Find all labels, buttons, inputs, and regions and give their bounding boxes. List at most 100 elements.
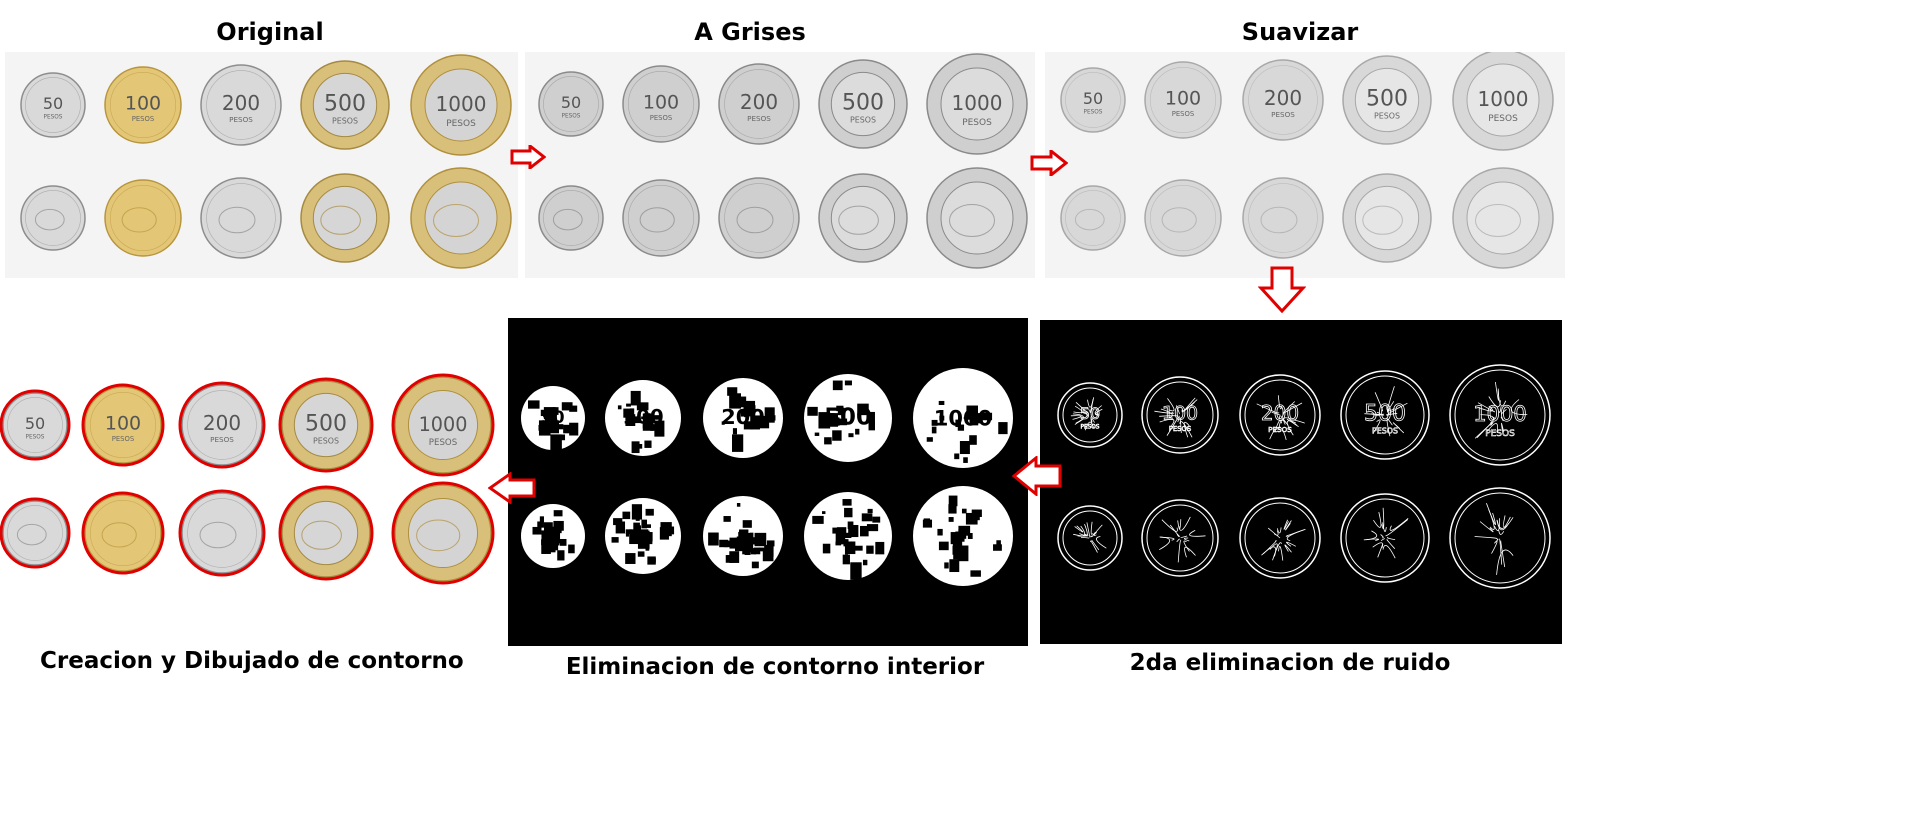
stage-interior: 50 100 200 500 1000 <box>508 318 1028 646</box>
coin-front-1000: 1000 PESOS <box>1452 52 1554 151</box>
coin-back-200 <box>1239 497 1321 579</box>
coin-value-label: 50 <box>25 414 45 433</box>
coin-value-label: 1000 <box>1473 402 1526 426</box>
coin-back-100 <box>605 498 681 574</box>
coin-unit-label: PESOS <box>1271 110 1295 119</box>
coin-back-50 <box>20 185 86 251</box>
stage-title-interior: Eliminacion de contorno interior <box>565 654 985 680</box>
coin-value-label: 1000 <box>436 92 487 116</box>
coin-value-label: 50 <box>561 93 581 112</box>
coin-value-label: 50 <box>1080 404 1100 423</box>
coin-unit-label: PESOS <box>650 114 672 122</box>
arrow-left-icon <box>488 472 536 504</box>
coin-unit-label: PESOS <box>112 435 134 443</box>
coin-unit-label: PESOS <box>26 434 45 440</box>
coin-unit-label: PESOS <box>210 435 234 444</box>
coin-unit-label: PESOS <box>962 118 992 128</box>
stage-contorno: 50 PESOS 100 PESOS 200 PESOS 500 PESOS 1000 PESOS <box>0 365 503 593</box>
coin-front-1000: 1000 PESOS <box>926 53 1028 155</box>
coin-unit-label: PESOS <box>1084 109 1103 115</box>
coin-back-50 <box>0 497 71 569</box>
coin-value-label: 100 <box>1165 88 1201 110</box>
coin-front-500: 500 <box>804 374 892 462</box>
coin-unit-label: PESOS <box>229 115 253 124</box>
coin-value-label: 500 <box>1364 401 1406 426</box>
coin-value-label: 1000 <box>934 407 992 431</box>
coin-unit-label: PESOS <box>132 115 154 123</box>
coin-back-1000 <box>391 481 495 585</box>
coin-unit-label: PESOS <box>850 115 876 124</box>
coin-back-1000 <box>1452 167 1554 269</box>
stage-ruido: 50 PESOS 100 PESOS 200 PESOS 500 PESOS 1000 PESOS <box>1040 320 1562 644</box>
coin-value-label: 500 <box>1366 86 1408 111</box>
coin-back-500 <box>804 492 892 580</box>
coin-unit-label: PESOS <box>562 113 581 119</box>
coin-value-label: 100 <box>622 406 663 429</box>
stage-title-grises: A Grises <box>694 18 806 46</box>
coin-value-label: 200 <box>740 90 778 114</box>
coin-back-200 <box>703 496 783 576</box>
arrow-down-icon <box>1258 266 1306 314</box>
coin-unit-label: PESOS <box>1372 426 1398 435</box>
contour-ring <box>178 381 266 469</box>
coin-unit-label: PESOS <box>446 119 476 129</box>
coin-back-50 <box>1057 505 1123 571</box>
contour-ring <box>81 491 165 575</box>
coin-back-100 <box>1141 499 1219 577</box>
coin-back-500 <box>818 173 908 263</box>
coin-back-1000 <box>1449 487 1551 589</box>
coin-back-200 <box>718 177 800 259</box>
coin-unit-label: PESOS <box>1172 110 1194 118</box>
coin-unit-label: PESOS <box>1268 425 1292 434</box>
coin-unit-label: PESOS <box>44 114 63 120</box>
coin-value-label: 500 <box>824 405 872 431</box>
contour-ring <box>278 485 374 581</box>
coin-front-1000: 1000 <box>913 368 1013 468</box>
stage-title-original: Original <box>216 18 324 46</box>
coin-front-1000: 1000 PESOS <box>391 373 495 477</box>
coin-back-200 <box>1242 177 1324 259</box>
coin-unit-label: PESOS <box>429 438 457 448</box>
coin-unit-label: PESOS <box>1488 114 1518 124</box>
coin-value-label: 200 <box>203 411 241 435</box>
stage-suavizar: 50 PESOS 100 PESOS 200 PESOS 500 PESOS 1000 PESOS <box>1045 52 1565 278</box>
coin-back-1000 <box>410 167 512 269</box>
stage-title-contorno: Creacion y Dibujado de contorno <box>40 648 464 674</box>
contour-ring <box>178 489 266 577</box>
coin-back-50 <box>521 504 585 568</box>
coin-value-label: 200 <box>1261 401 1299 425</box>
coin-unit-label: PESOS <box>1169 425 1191 433</box>
coin-value-label: 50 <box>541 408 564 427</box>
coin-value-label: 500 <box>842 90 884 115</box>
coin-value-label: 200 <box>1264 86 1302 110</box>
coin-front-1000: 1000 PESOS <box>1449 364 1551 466</box>
coin-value-label: 1000 <box>419 413 468 436</box>
coin-value-label: 100 <box>105 413 141 435</box>
coin-value-label: 1000 <box>952 91 1003 115</box>
coin-back-1000 <box>926 167 1028 269</box>
coin-back-1000 <box>913 486 1013 586</box>
coin-back-500 <box>278 485 374 581</box>
coin-unit-label: PESOS <box>332 116 358 125</box>
coin-grid-interior: 50 100 200 500 1000 <box>521 368 1013 586</box>
coin-back-100 <box>622 179 700 257</box>
coin-value-label: 200 <box>721 405 764 429</box>
coin-back-500 <box>1340 493 1430 583</box>
